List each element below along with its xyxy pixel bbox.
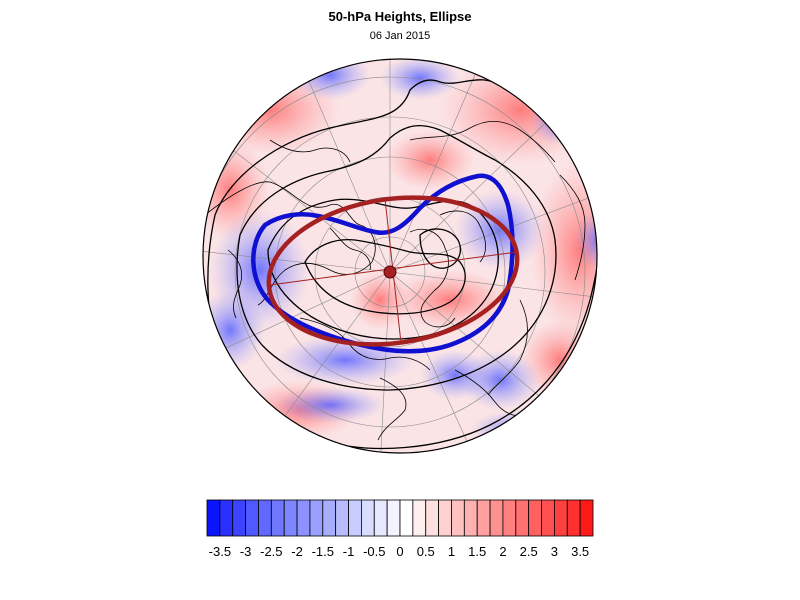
globe-outline (202, 58, 598, 454)
colorbar-tick-label: 3.5 (571, 544, 589, 559)
colorbar-tick-label: -2.5 (260, 544, 282, 559)
colorbar-box (232, 499, 247, 537)
colorbar-box (476, 499, 491, 537)
colorbar-box (438, 499, 452, 537)
colorbar-tick-label: -0.5 (363, 544, 385, 559)
colorbar-box (219, 499, 234, 537)
colorbar-box (386, 499, 401, 537)
colorbar-box (322, 499, 337, 537)
colorbar-tick-label: -3.5 (209, 544, 231, 559)
colorbar-tick-label: 1.5 (468, 544, 486, 559)
colorbar-box (245, 499, 259, 537)
colorbar-tick-label: 1 (448, 544, 455, 559)
colorbar-box (270, 499, 285, 537)
colorbar-box (335, 499, 349, 537)
colorbar-tick-label: -3 (240, 544, 252, 559)
fitted-ellipse (266, 195, 520, 347)
colorbar-box (502, 499, 517, 537)
colorbar-box (451, 499, 465, 537)
colorbar-tick-label: 2.5 (520, 544, 538, 559)
colorbar-box (425, 499, 440, 537)
colorbar-tick-label: 3 (551, 544, 558, 559)
colorbar-tick-label: -1 (343, 544, 355, 559)
colorbar-box (566, 499, 581, 537)
colorbar-box (541, 499, 555, 537)
ellipse-center-marker (383, 265, 397, 279)
colorbar-box (258, 499, 272, 537)
colorbar-box (412, 499, 427, 537)
colorbar-box (373, 499, 388, 537)
colorbar-box (528, 499, 542, 537)
map-title: 50-hPa Heights, Ellipse (328, 9, 472, 24)
anomaly-field (203, 59, 597, 453)
colorbar-box (399, 499, 414, 537)
colorbar-tick-label: 2 (499, 544, 506, 559)
colorbar-box (296, 499, 311, 537)
graticule (203, 59, 597, 453)
colorbar-box (283, 499, 298, 537)
map-date: 06 Jan 2015 (369, 30, 431, 42)
colorbar-box (579, 499, 594, 537)
colorbar-box (206, 499, 221, 537)
colorbar-box (348, 499, 362, 537)
colorbar-box (463, 499, 478, 537)
colorbar-box (360, 499, 375, 537)
colorbar-tick-label: -1.5 (312, 544, 334, 559)
colorbar-box (554, 499, 568, 537)
colorbar-labels: -3.5 -3 -2.5 -2 -1.5 -1 -0.5 0 0.5 1 1.5 2 2.5 3 3.5 (209, 544, 590, 559)
colorbar-box (309, 499, 324, 537)
colorbar-tick-label: 0 (396, 544, 403, 559)
colorbar-boxes (206, 499, 594, 537)
colorbar-box (489, 499, 504, 537)
colorbar-tick-label: -2 (291, 544, 303, 559)
colorbar-box (515, 499, 530, 537)
colorbar-tick-label: 0.5 (417, 544, 435, 559)
